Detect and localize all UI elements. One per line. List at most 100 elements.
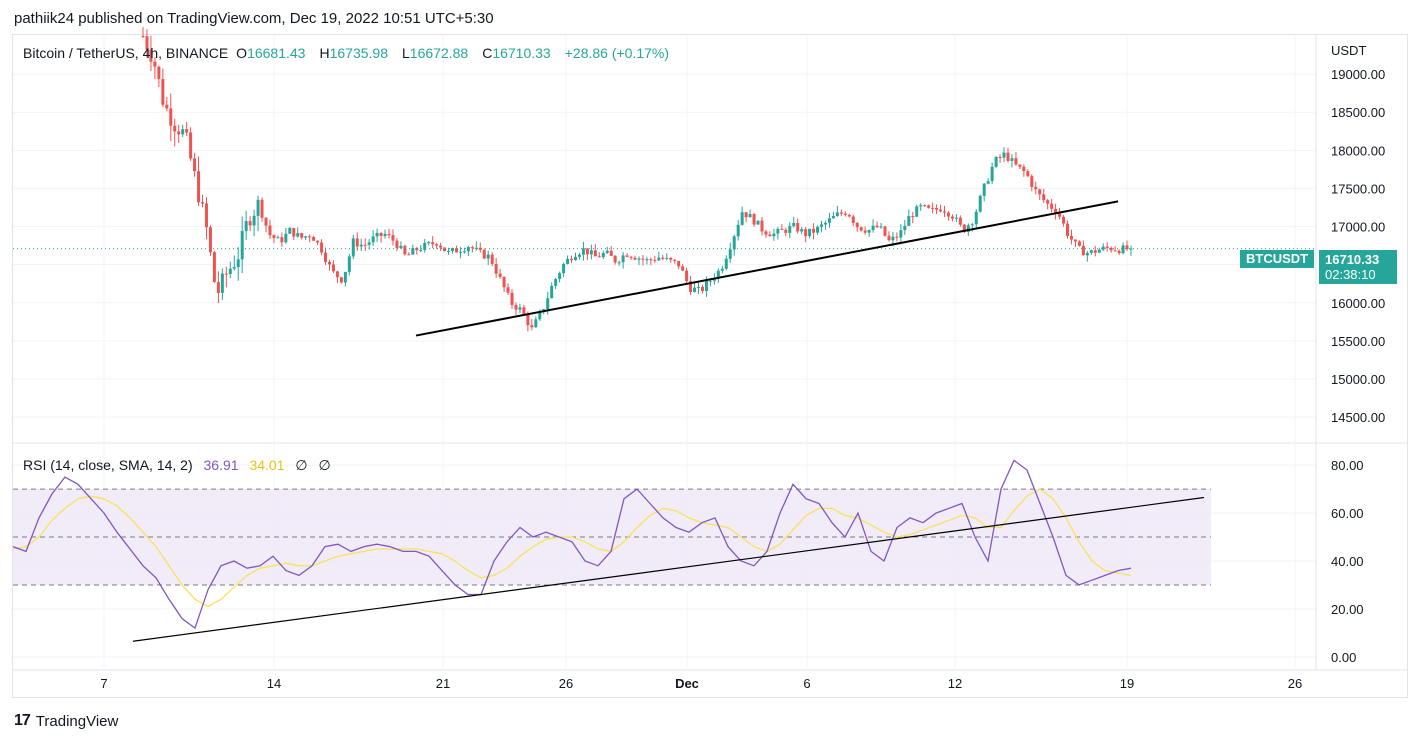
candle-body (780, 228, 784, 230)
last-price: 16710.33 (1325, 252, 1380, 267)
candle-body (514, 304, 518, 310)
footer-brand[interactable]: 17 TradingView (14, 712, 118, 730)
candle-body (423, 242, 427, 251)
candle-body (204, 203, 208, 228)
candle-body (550, 285, 554, 299)
candle-body (1018, 164, 1022, 167)
candle-body (1105, 246, 1109, 248)
candle-body (653, 259, 657, 261)
candle-body (454, 248, 458, 253)
rsi-legend: RSI (14, close, SMA, 14, 2) 36.91 34.01 … (23, 457, 338, 474)
candle-body (867, 229, 871, 233)
candle-body (141, 36, 145, 37)
candle-body (335, 271, 339, 278)
candle-body (474, 247, 478, 249)
low-label: L (402, 45, 410, 61)
price-trendline (415, 200, 1119, 337)
candle-body (621, 255, 625, 263)
candle-body (593, 250, 597, 257)
candle-body (629, 256, 633, 258)
candle-body (435, 244, 439, 246)
candle-body (189, 132, 193, 159)
candle-body (958, 217, 962, 225)
rsi-band-layer (13, 488, 1211, 586)
price-tick-label: 18500.00 (1331, 105, 1385, 120)
candle-body (879, 226, 883, 228)
candle-body (161, 79, 165, 105)
candle-body (978, 195, 982, 212)
candle-body (403, 245, 407, 255)
candle-body (284, 233, 288, 243)
price-tick-label: 15500.00 (1331, 334, 1385, 349)
candle-body (661, 257, 665, 259)
candle-body (558, 273, 562, 280)
candle-body (347, 256, 351, 272)
candle-body (800, 229, 804, 232)
candle-body (613, 255, 617, 263)
candle-body (931, 207, 935, 209)
candle-body (490, 254, 494, 264)
tradingview-logo-icon: 17 (14, 712, 31, 729)
candle-body (1042, 194, 1046, 201)
open-value: 16681.43 (247, 45, 306, 61)
candle-body (193, 158, 197, 172)
candle-body (820, 224, 824, 227)
candle-body (585, 248, 589, 255)
candle-body (919, 205, 923, 207)
change-value: +28.86 (+0.17%) (564, 45, 670, 61)
candle-body (427, 242, 431, 244)
candle-body (1010, 158, 1014, 161)
rsi-tick-label: 20.00 (1331, 602, 1364, 617)
rsi-line (12, 459, 1132, 630)
candle-body (510, 292, 514, 305)
candle-body (415, 248, 419, 251)
candle-body (1097, 249, 1101, 253)
candle-body (986, 181, 990, 184)
candle-body (157, 66, 161, 80)
candle-body (863, 230, 867, 233)
candle-body (1077, 241, 1081, 246)
candle-body (395, 240, 399, 249)
candle-body (887, 235, 891, 241)
candle-body (617, 262, 621, 264)
candle-body (320, 242, 324, 253)
candle-body (903, 225, 907, 231)
candle-body (280, 237, 284, 243)
candle-body (645, 259, 649, 261)
candle-body (970, 224, 974, 226)
candle-body (1085, 252, 1089, 256)
rsi-tick-label: 0.00 (1331, 650, 1356, 665)
candle-body (700, 286, 704, 292)
rsi-name: RSI (14, close, SMA, 14, 2) (23, 457, 193, 473)
candle-body (1014, 158, 1018, 165)
candle-body (831, 215, 835, 219)
candle-body (224, 273, 228, 275)
price-tick-label: 18000.00 (1331, 143, 1385, 158)
candle-body (466, 247, 470, 252)
candle-body (312, 237, 316, 241)
candle-body (990, 166, 994, 182)
candle-body (478, 247, 482, 250)
price-tick-label: 16000.00 (1331, 296, 1385, 311)
candle-body (724, 258, 728, 269)
candle-body (264, 217, 268, 226)
candle-body (792, 222, 796, 227)
candle-body (1113, 250, 1117, 252)
candle-body (994, 156, 998, 167)
candle-body (462, 251, 466, 253)
candle-body (288, 227, 292, 234)
candle-body (450, 248, 454, 251)
candle-body (665, 257, 669, 259)
candle-body (260, 199, 264, 218)
candle-body (268, 225, 272, 236)
candle-body (494, 263, 498, 274)
candle-body (708, 280, 712, 282)
rsi-tick-label: 40.00 (1331, 554, 1364, 569)
footer-brand-name: TradingView (35, 712, 119, 730)
candle-body (685, 270, 689, 282)
candle-body (439, 245, 443, 248)
axes-layer: 7 14 21 26 Dec 6 12 19 26 USDT 19000.00 18500.00 180… (100, 43, 1385, 691)
candle-body (859, 227, 863, 231)
candle-body (954, 217, 958, 219)
